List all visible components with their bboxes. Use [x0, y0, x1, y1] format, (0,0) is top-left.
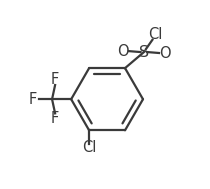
Text: S: S — [139, 45, 149, 60]
Text: F: F — [51, 111, 59, 126]
Text: Cl: Cl — [82, 140, 96, 155]
Text: O: O — [159, 46, 171, 60]
Text: F: F — [28, 92, 37, 107]
Text: F: F — [51, 72, 59, 87]
Text: O: O — [117, 44, 128, 59]
Text: Cl: Cl — [148, 27, 163, 42]
